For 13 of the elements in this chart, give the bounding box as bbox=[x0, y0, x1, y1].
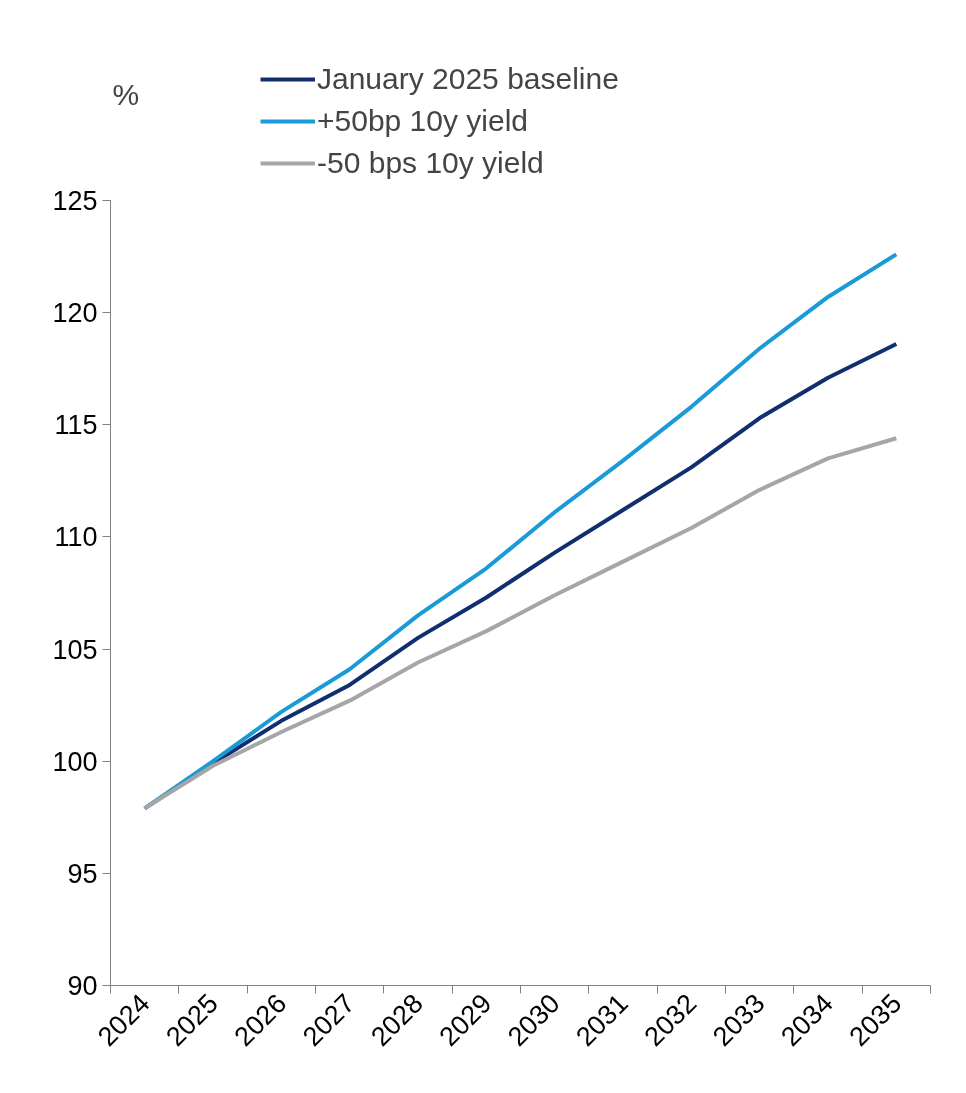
y-tick-label: 105 bbox=[52, 634, 98, 665]
legend-label: -50 bps 10y yield bbox=[317, 146, 544, 180]
y-tick-label: 90 bbox=[67, 971, 98, 1001]
y-tick-label: 120 bbox=[52, 298, 98, 329]
line-series bbox=[142, 436, 899, 811]
y-tick-label: 125 bbox=[52, 186, 98, 216]
legend-label: January 2025 baseline bbox=[317, 62, 619, 96]
y-tick-label: 100 bbox=[52, 746, 98, 777]
y-axis-title: % bbox=[112, 77, 140, 111]
legend-label: +50bp 10y yield bbox=[317, 104, 528, 138]
y-tick-label: 110 bbox=[54, 522, 98, 553]
y-tick-label: 95 bbox=[67, 858, 98, 889]
y-tick-label: 115 bbox=[54, 410, 98, 441]
